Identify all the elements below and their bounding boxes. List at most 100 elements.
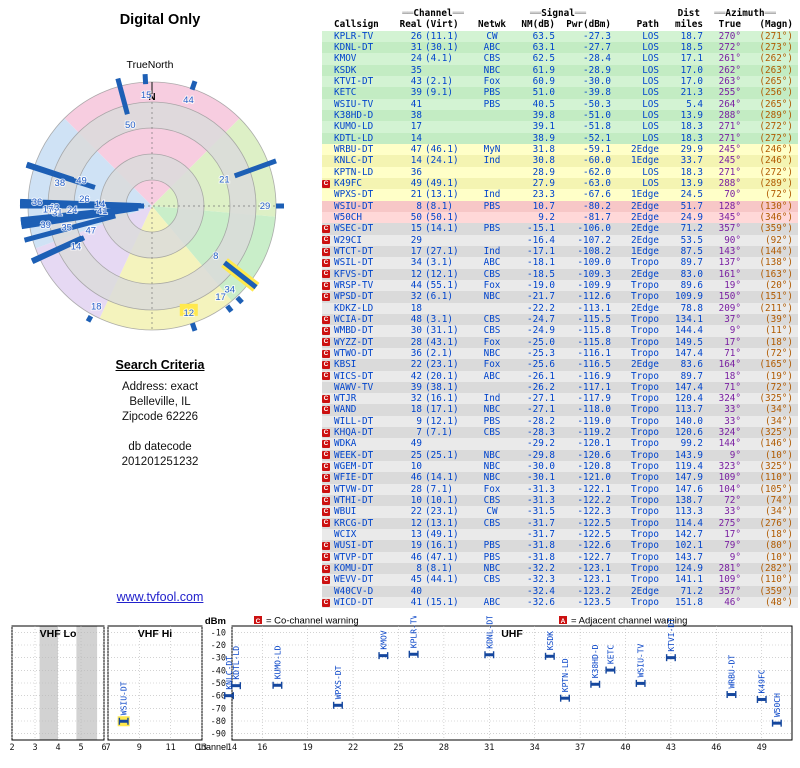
co-channel-warning-icon: C — [322, 462, 330, 471]
azimuth-true-cell: 271° — [718, 121, 741, 133]
warning-cell: C — [322, 326, 334, 335]
real-channel-cell: 7 — [416, 427, 422, 439]
channel-tick-label: 49 — [757, 743, 767, 753]
dbm-tick-label: -10 — [211, 628, 226, 638]
search-criteria-line: 201201251232 — [121, 456, 199, 468]
station-label: KSDK — [546, 631, 555, 650]
station-marker — [772, 721, 782, 725]
distance-cell: 149.5 — [675, 336, 703, 348]
table-row: C WSIL-DT 34 (3.1) ABC -18.1 -109.0 Tropo 89.7 13… — [322, 257, 798, 269]
power-cell: -28.4 — [583, 53, 611, 65]
power-cell: -108.2 — [577, 245, 611, 257]
callsign-cell: WPSD-DT — [334, 291, 374, 303]
callsign-cell: WTCT-DT — [334, 245, 374, 257]
co-channel-warning-icon: C — [322, 338, 330, 347]
signal-strength-chart: C = Co-channel warning A = Adjacent channel… — [9, 616, 793, 753]
virtual-channel-cell: (47.1) — [425, 551, 459, 563]
virtual-channel-cell: (49.1) — [425, 529, 459, 541]
power-cell: -60.0 — [583, 155, 611, 167]
real-channel-cell: 13 — [410, 529, 422, 541]
table-row: C WMBD-DT 30 (31.1) CBS -24.9 -115.8 Tropo 144.4… — [322, 325, 798, 337]
nm-cell: -19.0 — [527, 279, 555, 291]
table-row: C WICS-DT 42 (20.1) ABC -26.1 -116.9 Tropo 89.7 1… — [322, 370, 798, 382]
co-channel-warning-icon: C — [322, 519, 330, 528]
warning-cell: C — [322, 428, 334, 437]
channel-axis-label: Channel — [194, 742, 228, 752]
co-channel-warning-icon: C — [322, 349, 330, 358]
azimuth-true-cell: 109° — [718, 574, 741, 586]
azimuth-true-cell: 104° — [718, 483, 741, 495]
power-cell: -119.2 — [577, 427, 611, 439]
real-channel-cell: 18 — [410, 404, 422, 416]
virtual-channel-cell: (38.1) — [425, 381, 459, 393]
nm-cell: -31.7 — [527, 517, 555, 529]
real-channel-cell: 30 — [410, 325, 422, 337]
network-cell: Fox — [483, 359, 501, 371]
azimuth-magn-cell: (346°) — [759, 211, 793, 223]
table-row: WCIX 13 (49.1) -31.7 -122.5 Tropo 142.7 17° (18°… — [322, 529, 798, 541]
distance-cell: 144.4 — [675, 325, 703, 337]
virtual-channel-cell: (4.1) — [425, 53, 453, 65]
dbm-tick-label: -60 — [211, 692, 226, 702]
warning-cell: C — [322, 440, 334, 449]
path-cell: 2Edge — [631, 211, 659, 223]
real-channel-cell: 36 — [410, 166, 422, 178]
azimuth-true-cell: 357° — [718, 223, 741, 235]
virtual-channel-cell: (9.1) — [425, 87, 453, 99]
azimuth-true-cell: 18° — [724, 370, 741, 382]
nm-cell: -28.3 — [527, 427, 555, 439]
distance-cell: 17.1 — [680, 53, 703, 65]
azimuth-magn-cell: (265°) — [759, 98, 793, 110]
nm-cell: -24.7 — [527, 313, 555, 325]
distance-cell: 114.4 — [675, 517, 703, 529]
power-cell: -123.1 — [577, 574, 611, 586]
adjacent-warning-icon — [559, 616, 567, 624]
dbm-tick-label: -30 — [211, 654, 226, 664]
nm-cell: 31.8 — [532, 143, 555, 155]
nm-cell: -32.2 — [527, 563, 555, 575]
distance-cell: 134.1 — [675, 313, 703, 325]
power-cell: -115.5 — [577, 313, 611, 325]
signal-spoke — [142, 74, 149, 85]
path-cell: Tropo — [631, 563, 659, 575]
compass-n-label: N — [148, 92, 155, 103]
callsign-cell: WPXS-DT — [334, 189, 374, 201]
table-row: C WPSD-DT 32 (6.1) NBC -21.7 -112.6 Tropo 109.9 1… — [322, 291, 798, 303]
callsign-cell: WRBU-DT — [334, 143, 374, 155]
nm-cell: -32.3 — [527, 574, 555, 586]
distance-cell: 99.2 — [680, 438, 703, 450]
azimuth-magn-cell: (262°) — [759, 53, 793, 65]
virtual-channel-cell: (8.1) — [425, 563, 453, 575]
distance-cell: 140.0 — [675, 415, 703, 427]
station-marker — [636, 681, 646, 685]
distance-cell: 21.3 — [680, 87, 703, 99]
power-cell: -115.8 — [577, 325, 611, 337]
tvfool-link[interactable]: www.tvfool.com — [116, 590, 204, 604]
station-label-group: WSIU-TV — [637, 643, 646, 677]
station-label-group: KPTN-LD — [561, 658, 570, 692]
power-cell: -116.1 — [577, 347, 611, 359]
signal-spoke — [233, 158, 277, 179]
signal-spoke — [189, 80, 198, 91]
table-row: KMOV 24 (4.1) CBS 62.5 -28.4 LOS 17.1 261° (262°) — [322, 53, 798, 65]
path-cell: Tropo — [631, 449, 659, 461]
warning-cell: C — [322, 451, 334, 460]
callsign-cell: W50CH — [334, 211, 362, 223]
nm-cell: 60.9 — [532, 75, 555, 87]
path-cell: 2Edge — [631, 200, 659, 212]
table-row: C W29CI 29 -16.4 -107.2 2Edge 53.5 90° (92°) — [322, 234, 798, 246]
virtual-channel-cell: (25.1) — [425, 449, 459, 461]
table-row: WPXS-DT 21 (13.1) Ind 23.3 -67.6 1Edge 24.5 70° (… — [322, 189, 798, 201]
azimuth-magn-cell: (289°) — [759, 109, 793, 121]
azimuth-magn-cell: (246°) — [759, 155, 793, 167]
signal-table: ══Channel══ ══Signal══ Dist ══Azimuth══ Call… — [322, 8, 798, 609]
azimuth-true-cell: 270° — [718, 30, 741, 42]
power-cell: -119.0 — [577, 415, 611, 427]
warning-cell: C — [322, 179, 334, 188]
col-header-nm: NM(dB) — [521, 19, 555, 31]
virtual-channel-cell: (7.1) — [425, 483, 453, 495]
station-label: KDTL-LD — [232, 646, 241, 680]
power-cell: -109.0 — [577, 257, 611, 269]
azimuth-true-cell: 288° — [718, 109, 741, 121]
legend-symbol: A — [561, 618, 566, 625]
